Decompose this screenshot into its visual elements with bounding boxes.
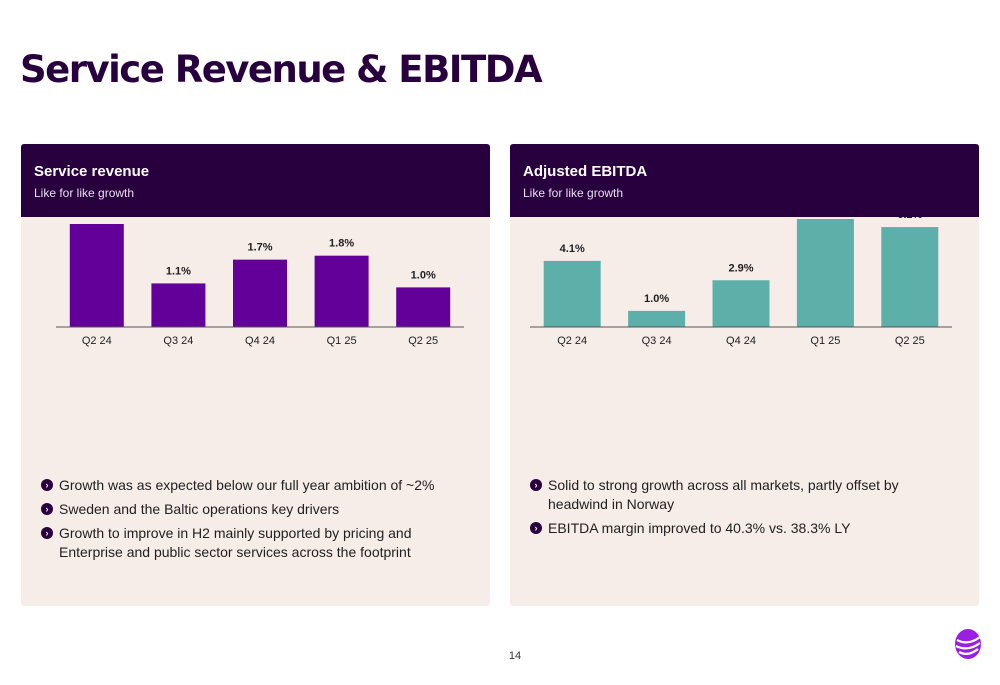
data-label: 1.8%: [329, 238, 354, 250]
x-tick-label: Q1 25: [327, 335, 357, 347]
x-tick-label: Q2 24: [557, 335, 587, 347]
bullet-text: Growth was as expected below our full ye…: [59, 477, 435, 493]
service-revenue-chart: 2.6% Q2 24 1.1% Q3 24 1.7% Q4 24 1.8% Q1 25 1.0%…: [56, 217, 464, 347]
bullet-text: Solid to strong growth across all market…: [548, 477, 899, 512]
adjusted-ebitda-chart: 4.1%Q2 241.0%Q3 242.9%Q4 246.7%Q1 256.2%…: [530, 217, 952, 347]
x-tick-label: Q4 24: [245, 335, 275, 347]
bullet-list: › Solid to strong growth across all marke…: [530, 476, 960, 543]
bullet-item: › Sweden and the Baltic operations key dr…: [41, 500, 471, 519]
bullet-item: › Growth was as expected below our full y…: [41, 476, 471, 495]
service-revenue-panel: Service revenue Like for like growth 2.6…: [21, 144, 490, 606]
data-label: 1.1%: [166, 265, 191, 277]
panel-subtitle: Like for like growth: [523, 186, 624, 200]
bar: [233, 259, 287, 327]
data-label: 4.1%: [560, 243, 585, 255]
arrow-circle-icon: ›: [41, 527, 53, 539]
bar: [796, 219, 854, 327]
bullet-text: EBITDA margin improved to 40.3% vs. 38.3…: [548, 520, 851, 536]
data-label: 2.9%: [728, 262, 753, 274]
x-tick-label: Q2 25: [895, 335, 925, 347]
telia-logo-icon: [955, 629, 981, 659]
data-label: 1.0%: [411, 269, 436, 281]
data-label: 1.0%: [644, 293, 669, 305]
panel-header: Adjusted EBITDA Like for like growth: [510, 144, 979, 217]
data-label: 2.6%: [84, 217, 109, 218]
panel-subtitle: Like for like growth: [34, 186, 135, 200]
page-title: Service Revenue & EBITDA: [20, 48, 543, 91]
bullet-item: › Growth to improve in H2 mainly supporte…: [41, 524, 471, 562]
x-tick-label: Q1 25: [810, 335, 840, 347]
bar: [543, 260, 601, 327]
bar: [314, 255, 369, 327]
x-tick-label: Q2 24: [82, 335, 112, 347]
x-tick-label: Q3 24: [163, 335, 193, 347]
data-label: 1.7%: [247, 242, 272, 254]
bullet-item: › Solid to strong growth across all marke…: [530, 476, 960, 514]
adjusted-ebitda-panel: Adjusted EBITDA Like for like growth 4.1…: [510, 144, 979, 606]
bar: [151, 283, 206, 327]
arrow-circle-icon: ›: [41, 503, 53, 515]
bullet-text: Growth to improve in H2 mainly supported…: [59, 525, 412, 560]
bullet-list: › Growth was as expected below our full y…: [41, 476, 471, 567]
x-tick-label: Q3 24: [642, 335, 672, 347]
panel-header: Service revenue Like for like growth: [21, 144, 490, 217]
x-tick-label: Q4 24: [726, 335, 756, 347]
panel-title: Service revenue: [34, 163, 150, 180]
bar: [628, 310, 686, 327]
data-label: 6.2%: [897, 217, 922, 221]
bar: [396, 287, 451, 327]
bar: [881, 227, 939, 327]
panel-title: Adjusted EBITDA: [523, 163, 648, 180]
arrow-circle-icon: ›: [41, 479, 53, 491]
x-tick-label: Q2 25: [408, 335, 438, 347]
bar: [712, 280, 770, 327]
page-number: 14: [508, 650, 522, 662]
arrow-circle-icon: ›: [530, 479, 542, 491]
bullet-text: Sweden and the Baltic operations key dri…: [59, 501, 340, 517]
arrow-circle-icon: ›: [530, 522, 542, 534]
bullet-item: › EBITDA margin improved to 40.3% vs. 38.…: [530, 519, 960, 538]
bar: [69, 224, 124, 327]
